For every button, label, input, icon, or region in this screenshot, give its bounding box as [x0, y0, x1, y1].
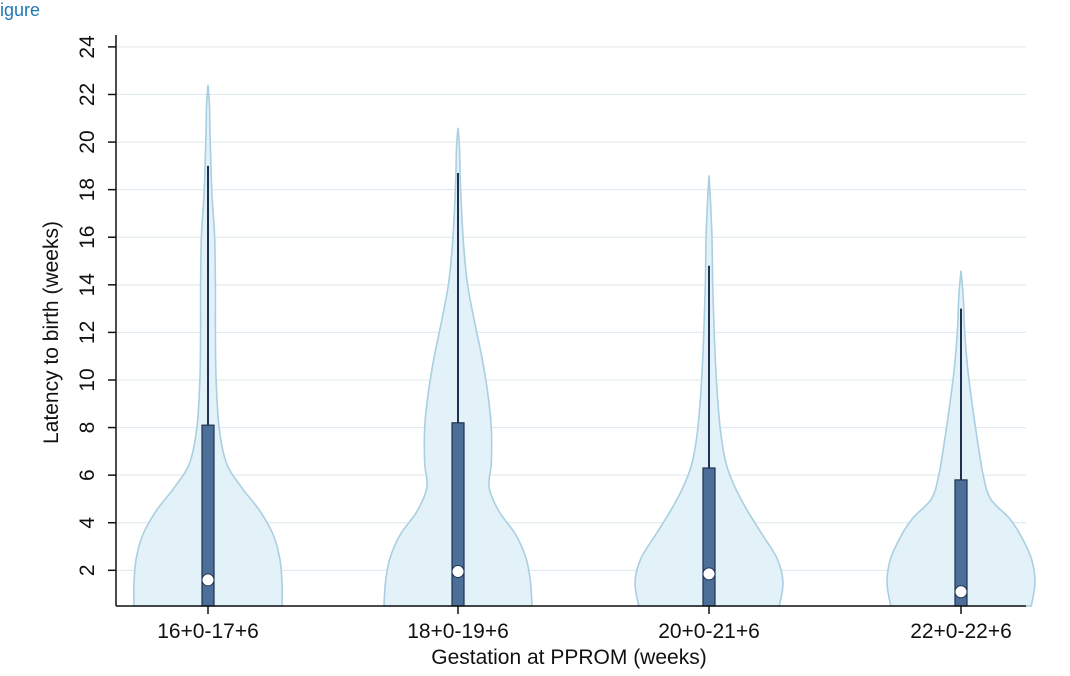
y-tick-label: 8: [76, 422, 99, 434]
y-tick-label: 2: [76, 564, 99, 576]
iqr-box: [702, 467, 716, 607]
violin-4: [886, 270, 1036, 607]
y-tick-label: 22: [76, 83, 99, 106]
x-tick-labels: 16+0-17+6 18+0-19+6 20+0-21+6 22+0-22+6: [157, 606, 1012, 643]
y-tick-label: 4: [76, 517, 99, 529]
median-marker: [954, 585, 968, 599]
median-marker: [702, 567, 716, 581]
y-tick-label: 24: [76, 35, 99, 59]
violin-2: [383, 127, 533, 607]
x-tick-label: 20+0-21+6: [658, 620, 760, 643]
y-tick-label: 6: [76, 469, 99, 481]
figure-caption-fragment: igure: [0, 0, 41, 20]
violins-group: [133, 84, 1036, 607]
x-axis-label: Gestation at PPROM (weeks): [431, 646, 706, 669]
y-tick-label: 16: [76, 226, 99, 249]
violin-1: [133, 84, 283, 607]
y-axis-label: Latency to birth (weeks): [40, 221, 63, 444]
median-marker: [201, 573, 215, 587]
y-tick-label: 20: [76, 130, 99, 153]
y-tick-label: 18: [76, 178, 99, 201]
x-tick-label: 18+0-19+6: [407, 620, 509, 643]
iqr-box: [451, 422, 465, 607]
gridlines: [116, 46, 1026, 571]
y-tick-label: 14: [76, 273, 99, 297]
x-tick-label: 16+0-17+6: [157, 620, 259, 643]
y-tick-label: 10: [76, 368, 99, 391]
median-marker: [451, 565, 465, 579]
x-tick-label: 22+0-22+6: [910, 620, 1012, 643]
y-tick-label: 12: [76, 321, 99, 344]
violin-3: [634, 175, 784, 607]
